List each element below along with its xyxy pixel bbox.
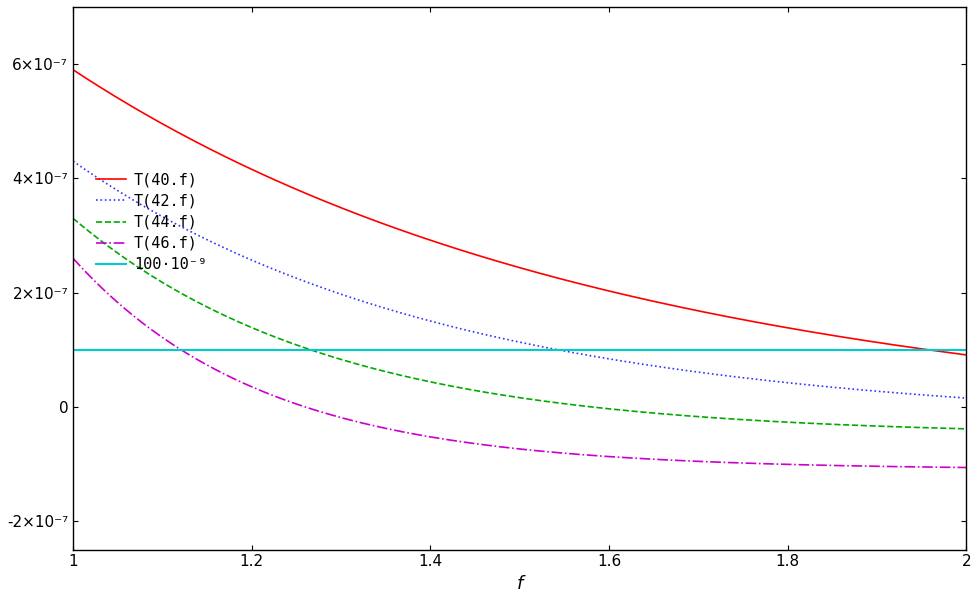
T(42.f) <box>550 346 562 353</box>
T(40.f) <box>959 351 971 358</box>
T(40.f) <box>496 259 508 266</box>
T(42.f) <box>598 355 610 362</box>
T(44.f) <box>67 215 79 222</box>
T(44.f) <box>550 399 562 406</box>
T(46.f) <box>598 452 610 460</box>
T(44.f) <box>496 391 508 398</box>
T(44.f) <box>798 419 810 427</box>
T(46.f) <box>67 254 79 262</box>
T(42.f) <box>798 381 810 388</box>
T(40.f) <box>490 257 502 265</box>
T(46.f) <box>496 443 508 451</box>
T(42.f) <box>490 334 502 341</box>
T(44.f) <box>938 425 950 432</box>
T(44.f) <box>490 391 502 398</box>
T(40.f) <box>550 274 562 281</box>
T(46.f) <box>938 464 950 471</box>
T(46.f) <box>959 464 971 471</box>
T(44.f) <box>959 425 971 433</box>
T(44.f) <box>598 405 610 412</box>
T(46.f) <box>798 461 810 469</box>
T(46.f) <box>490 443 502 450</box>
T(46.f) <box>550 449 562 456</box>
X-axis label: f: f <box>516 575 523 593</box>
T(42.f) <box>959 394 971 401</box>
T(42.f) <box>67 158 79 165</box>
Legend: T(40.f), T(42.f), T(44.f), T(46.f), 100·10⁻⁹: T(40.f), T(42.f), T(44.f), T(46.f), 100·… <box>90 167 213 278</box>
Line: T(40.f): T(40.f) <box>73 70 965 355</box>
T(40.f) <box>67 66 79 73</box>
T(40.f) <box>598 286 610 293</box>
T(42.f) <box>496 335 508 342</box>
T(42.f) <box>938 393 950 400</box>
T(40.f) <box>798 327 810 334</box>
T(40.f) <box>938 349 950 356</box>
Line: T(42.f): T(42.f) <box>73 161 965 398</box>
Line: T(44.f): T(44.f) <box>73 218 965 429</box>
Line: T(46.f): T(46.f) <box>73 258 965 467</box>
